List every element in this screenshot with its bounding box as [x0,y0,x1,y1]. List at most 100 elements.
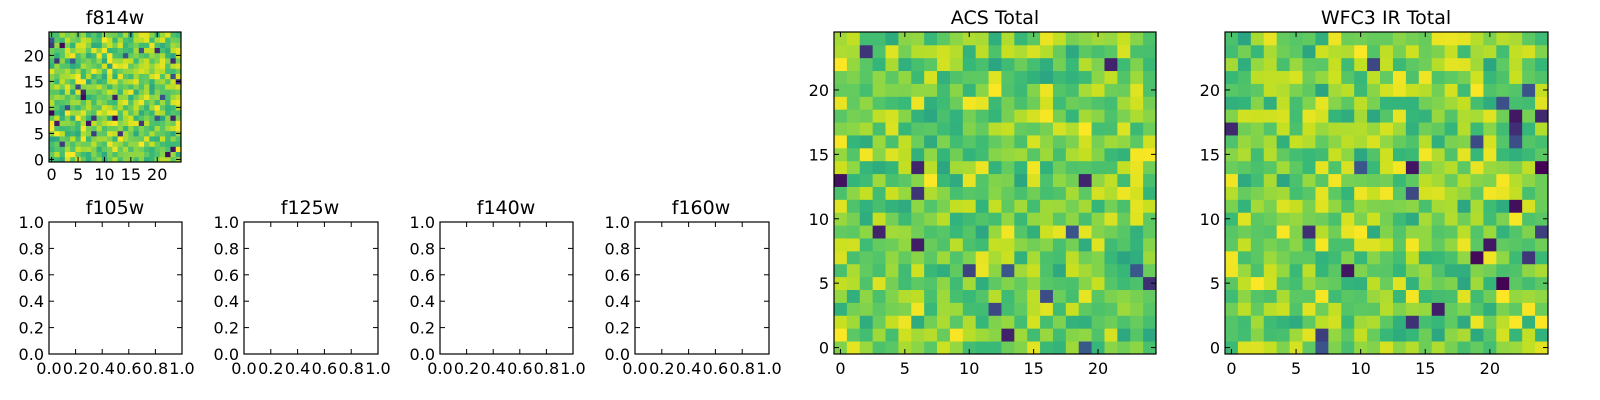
heatmap-cell [924,276,938,290]
heatmap-cell [101,136,108,142]
heatmap-cell [1040,70,1054,84]
heatmap-cell [149,84,155,90]
heatmap-cell [1001,160,1015,175]
heatmap-cell [949,70,964,84]
heatmap-cell [1052,96,1067,110]
heatmap-cell [1535,212,1549,226]
heatmap-cell [1418,57,1433,72]
heatmap-cell [1444,212,1458,226]
heatmap-cell [911,160,925,175]
heatmap-cell [846,328,861,342]
heatmap-cell [64,136,71,142]
heatmap-cell [128,47,134,54]
heatmap-cell [117,58,124,64]
heatmap-cell [159,99,166,106]
y-tick-label: 0.8 [214,239,239,258]
axes-frame [1224,31,1549,355]
heatmap-cell [1522,225,1536,239]
heatmap-cell [149,156,155,163]
heatmap-cell [1341,173,1355,187]
heatmap-cell [924,70,938,84]
heatmap-cell [962,147,977,162]
heatmap-cell [1143,160,1157,175]
heatmap-cell [1263,289,1278,303]
heatmap-cell [1225,212,1239,226]
heatmap-cell [1263,276,1278,290]
heatmap-cell [149,141,155,147]
heatmap-cell [149,73,155,80]
heatmap-cell [1117,96,1131,110]
x-tick-label: 0.6 [507,359,532,378]
heatmap-cell [859,147,874,162]
heatmap-cell [1001,212,1015,226]
x-tick-label: 10 [1350,359,1370,378]
heatmap-cell [1225,96,1239,110]
heatmap-cell [1522,147,1536,162]
heatmap-cell [70,136,76,142]
heatmap-cell [924,315,938,329]
heatmap-cell [138,146,145,152]
heatmap-cell [1040,173,1054,187]
heatmap-cell [898,250,912,265]
heatmap-cell [80,136,87,142]
heatmap-cell [1341,44,1355,59]
heatmap-cell [1405,135,1420,149]
heatmap-cell [1302,238,1316,252]
heatmap-cell [1405,328,1420,342]
heatmap-cell [1302,44,1316,59]
heatmap-cell [898,135,912,149]
heatmap-cell [834,315,848,329]
heatmap-cell [1302,212,1316,226]
y-tick-label: 0.4 [410,292,435,311]
heatmap-cell [1535,225,1549,239]
heatmap-cell [1289,147,1303,162]
heatmap-cell [1078,109,1092,123]
heatmap-cell [1104,122,1118,136]
heatmap-cell [1380,135,1394,149]
heatmap-cell [49,136,55,142]
heatmap-cell [885,199,899,213]
heatmap-cell [70,78,76,85]
heatmap-cell [1237,212,1252,226]
heatmap-cell [885,263,899,278]
heatmap-cell [846,276,861,290]
heatmap-cell [1001,109,1015,123]
heatmap-cell [1405,276,1420,290]
heatmap-cell [834,289,848,303]
heatmap-cell [846,70,861,84]
heatmap-cell [1418,315,1433,329]
heatmap-cell [133,125,140,132]
heatmap-cell [1392,186,1407,200]
heatmap-cell [165,94,171,100]
heatmap-cell [1014,315,1028,329]
heatmap-cell [75,73,82,80]
heatmap-cell [85,47,92,54]
heatmap-cell [59,110,66,116]
heatmap-cell [154,110,161,116]
heatmap-cell [1341,289,1355,303]
heatmap-cell [1027,238,1041,252]
heatmap-cell [1392,199,1407,213]
heatmap-cell [1263,341,1278,355]
heatmap-cell [1065,328,1080,342]
panel-title: f140w [477,197,536,219]
heatmap-cell [1237,109,1252,123]
heatmap-cell [175,37,182,43]
heatmap-cell [70,94,76,100]
heatmap-cell [1225,32,1239,46]
heatmap-cell [1380,122,1394,136]
heatmap-cell [85,125,92,132]
heatmap-cell [1250,44,1265,59]
heatmap-cell [1418,238,1433,252]
heatmap-cell [898,212,912,226]
heatmap-cell [949,186,964,200]
heatmap-cell [159,125,166,132]
heatmap-cell [59,37,66,43]
heatmap-cell [80,146,87,152]
heatmap-cell [911,83,925,97]
heatmap-cell [144,115,150,121]
heatmap-cell [1380,225,1394,239]
heatmap-cell [937,147,951,162]
heatmap-cell [1065,225,1080,239]
